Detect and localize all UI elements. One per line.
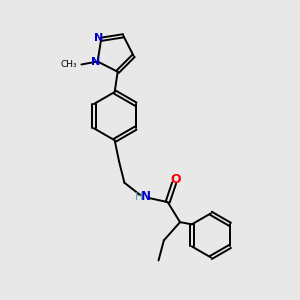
Text: N: N: [94, 33, 104, 43]
Text: H: H: [135, 192, 144, 202]
Text: O: O: [170, 173, 181, 186]
Text: N: N: [141, 190, 151, 203]
Text: N: N: [91, 57, 100, 67]
Text: CH₃: CH₃: [61, 60, 78, 69]
